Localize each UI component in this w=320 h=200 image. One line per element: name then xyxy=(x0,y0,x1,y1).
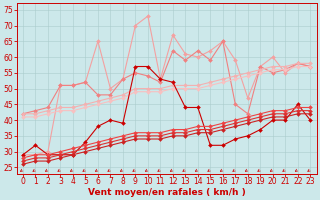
X-axis label: Vent moyen/en rafales ( km/h ): Vent moyen/en rafales ( km/h ) xyxy=(88,188,245,197)
